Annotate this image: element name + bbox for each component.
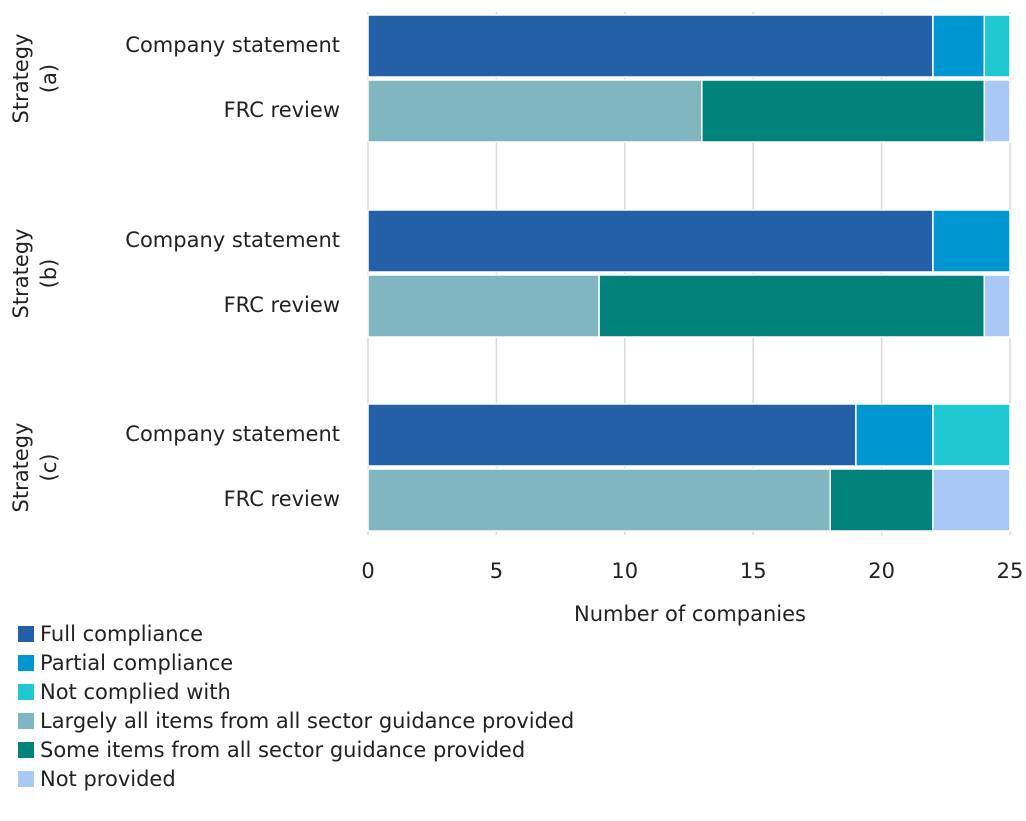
bar-segment xyxy=(367,209,934,273)
legend-label: Some items from all sector guidance prov… xyxy=(40,738,525,762)
group-label: Strategy xyxy=(9,423,33,513)
legend-label: Not complied with xyxy=(40,680,231,704)
x-tick-label: 5 xyxy=(490,559,503,583)
group-label: (a) xyxy=(37,64,61,93)
bar-segment xyxy=(829,468,934,532)
bar-segment xyxy=(367,14,934,78)
y-tick-label: Company statement xyxy=(125,33,340,57)
bar-segment xyxy=(983,14,1011,78)
x-tick-label: 0 xyxy=(361,559,374,583)
y-tick-label: Company statement xyxy=(125,228,340,252)
legend-label: Full compliance xyxy=(40,622,203,646)
bar-segment xyxy=(932,403,1011,467)
legend-swatch xyxy=(18,742,34,758)
x-tick-label: 10 xyxy=(611,559,638,583)
legend-label: Largely all items from all sector guidan… xyxy=(40,709,574,733)
bar-segment xyxy=(932,209,1011,273)
y-tick-label: FRC review xyxy=(224,293,340,317)
group-label: Strategy xyxy=(9,229,33,319)
legend-swatch xyxy=(18,713,34,729)
bar-segment xyxy=(367,468,831,532)
bar-segment xyxy=(598,274,986,338)
bar-segment xyxy=(983,274,1011,338)
group-label: Strategy xyxy=(9,34,33,124)
y-tick-label: FRC review xyxy=(224,487,340,511)
legend-label: Partial compliance xyxy=(40,651,233,675)
x-axis-title: Number of companies xyxy=(574,602,806,626)
y-tick-label: Company statement xyxy=(125,422,340,446)
legend-label: Not provided xyxy=(40,767,176,791)
bar-segment xyxy=(983,79,1011,143)
bar-segment xyxy=(367,79,703,143)
x-tick-label: 25 xyxy=(997,559,1024,583)
bar-segment xyxy=(367,403,857,467)
x-tick-label: 20 xyxy=(868,559,895,583)
group-label: (b) xyxy=(37,259,61,289)
legend-swatch xyxy=(18,771,34,787)
legend-swatch xyxy=(18,655,34,671)
bar-segment xyxy=(855,403,934,467)
y-tick-label: FRC review xyxy=(224,98,340,122)
group-label: (c) xyxy=(37,454,61,482)
legend-swatch xyxy=(18,684,34,700)
bar-segment xyxy=(932,14,986,78)
legend-swatch xyxy=(18,626,34,642)
bar-segment xyxy=(701,79,986,143)
x-tick-label: 15 xyxy=(740,559,767,583)
bar-segment xyxy=(367,274,600,338)
bar-segment xyxy=(932,468,1011,532)
